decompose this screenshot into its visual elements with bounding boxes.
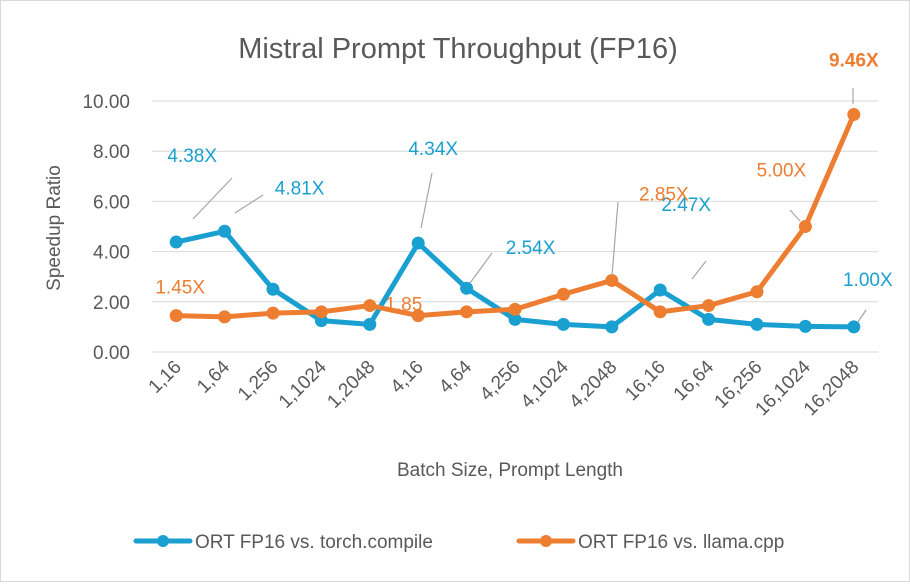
data-point [218,224,232,238]
leader-line [691,260,707,280]
data-point [508,302,522,316]
y-tick-label: 4.00 [93,243,130,264]
leader-line [234,194,264,214]
legend-item-1: ORT FP16 vs. llama.cpp [516,532,784,553]
data-label: 4.34X [408,139,458,160]
leader-line [469,252,493,284]
x-axis-title: Batch Size, Prompt Length [397,460,623,481]
data-label: 9.46X [829,51,879,72]
legend-swatch-marker [540,535,552,547]
data-point [750,285,764,299]
data-point [169,235,183,249]
gridlines [152,100,878,353]
data-point [218,310,232,324]
data-label: 4.81X [275,178,325,199]
data-label: 5.00X [757,161,807,182]
y-tick-label: 0.00 [93,343,130,364]
data-labels: 4.38X 4.81X 4.34X 2.54X 2.47X 1.00X 1.45X 1.85 2… [155,51,893,323]
data-point [411,309,425,323]
data-label: 1.00X [843,270,893,291]
data-point [653,305,667,319]
data-point [266,306,280,320]
data-label: 1.45X [155,278,205,299]
y-tick-label: 6.00 [93,192,130,213]
chart-title: Mistral Prompt Throughput (FP16) [238,33,677,65]
series-1 [169,108,861,324]
data-point [556,287,570,301]
leader-line [611,201,619,277]
data-point [411,236,425,250]
data-point [847,108,861,122]
data-point [798,220,812,233]
data-point [653,283,667,297]
data-label: 2.47X [661,195,711,216]
y-tick-label: 10.00 [82,92,130,113]
legend-item-0: ORT FP16 vs. torch.compile [133,532,433,553]
series-layer [169,108,861,334]
data-point [847,320,861,334]
data-point [798,319,812,333]
legend-label: ORT FP16 vs. torch.compile [195,532,433,553]
data-point [363,317,377,331]
data-label: 1.85 [385,295,422,316]
data-point [266,282,280,296]
leader-line [857,309,867,323]
data-point [363,299,377,313]
data-point [460,305,474,319]
legend-swatch-marker [157,535,169,547]
data-point [314,305,328,319]
y-tick-label: 8.00 [93,142,130,163]
leader-line [789,209,801,222]
data-point [556,317,570,331]
data-point [702,299,716,313]
data-label: 4.38X [167,146,217,167]
legend-label: ORT FP16 vs. llama.cpp [578,532,784,553]
data-point [605,273,619,287]
data-point [460,281,474,295]
data-point [702,312,716,326]
leader-line [192,177,233,220]
data-label: 2.85X [639,184,689,205]
data-point [750,317,764,331]
y-tick-labels: 0.00 2.00 4.00 6.00 8.00 10.00 [82,92,130,364]
y-axis-title: Speedup Ratio [44,165,65,291]
leader-line [420,172,433,229]
y-tick-label: 2.00 [93,293,130,314]
data-point [605,320,619,334]
legend: ORT FP16 vs. torch.compile ORT FP16 vs. l… [133,532,784,553]
data-point [169,309,183,323]
series-0 [169,224,861,334]
data-label: 2.54X [506,238,556,259]
